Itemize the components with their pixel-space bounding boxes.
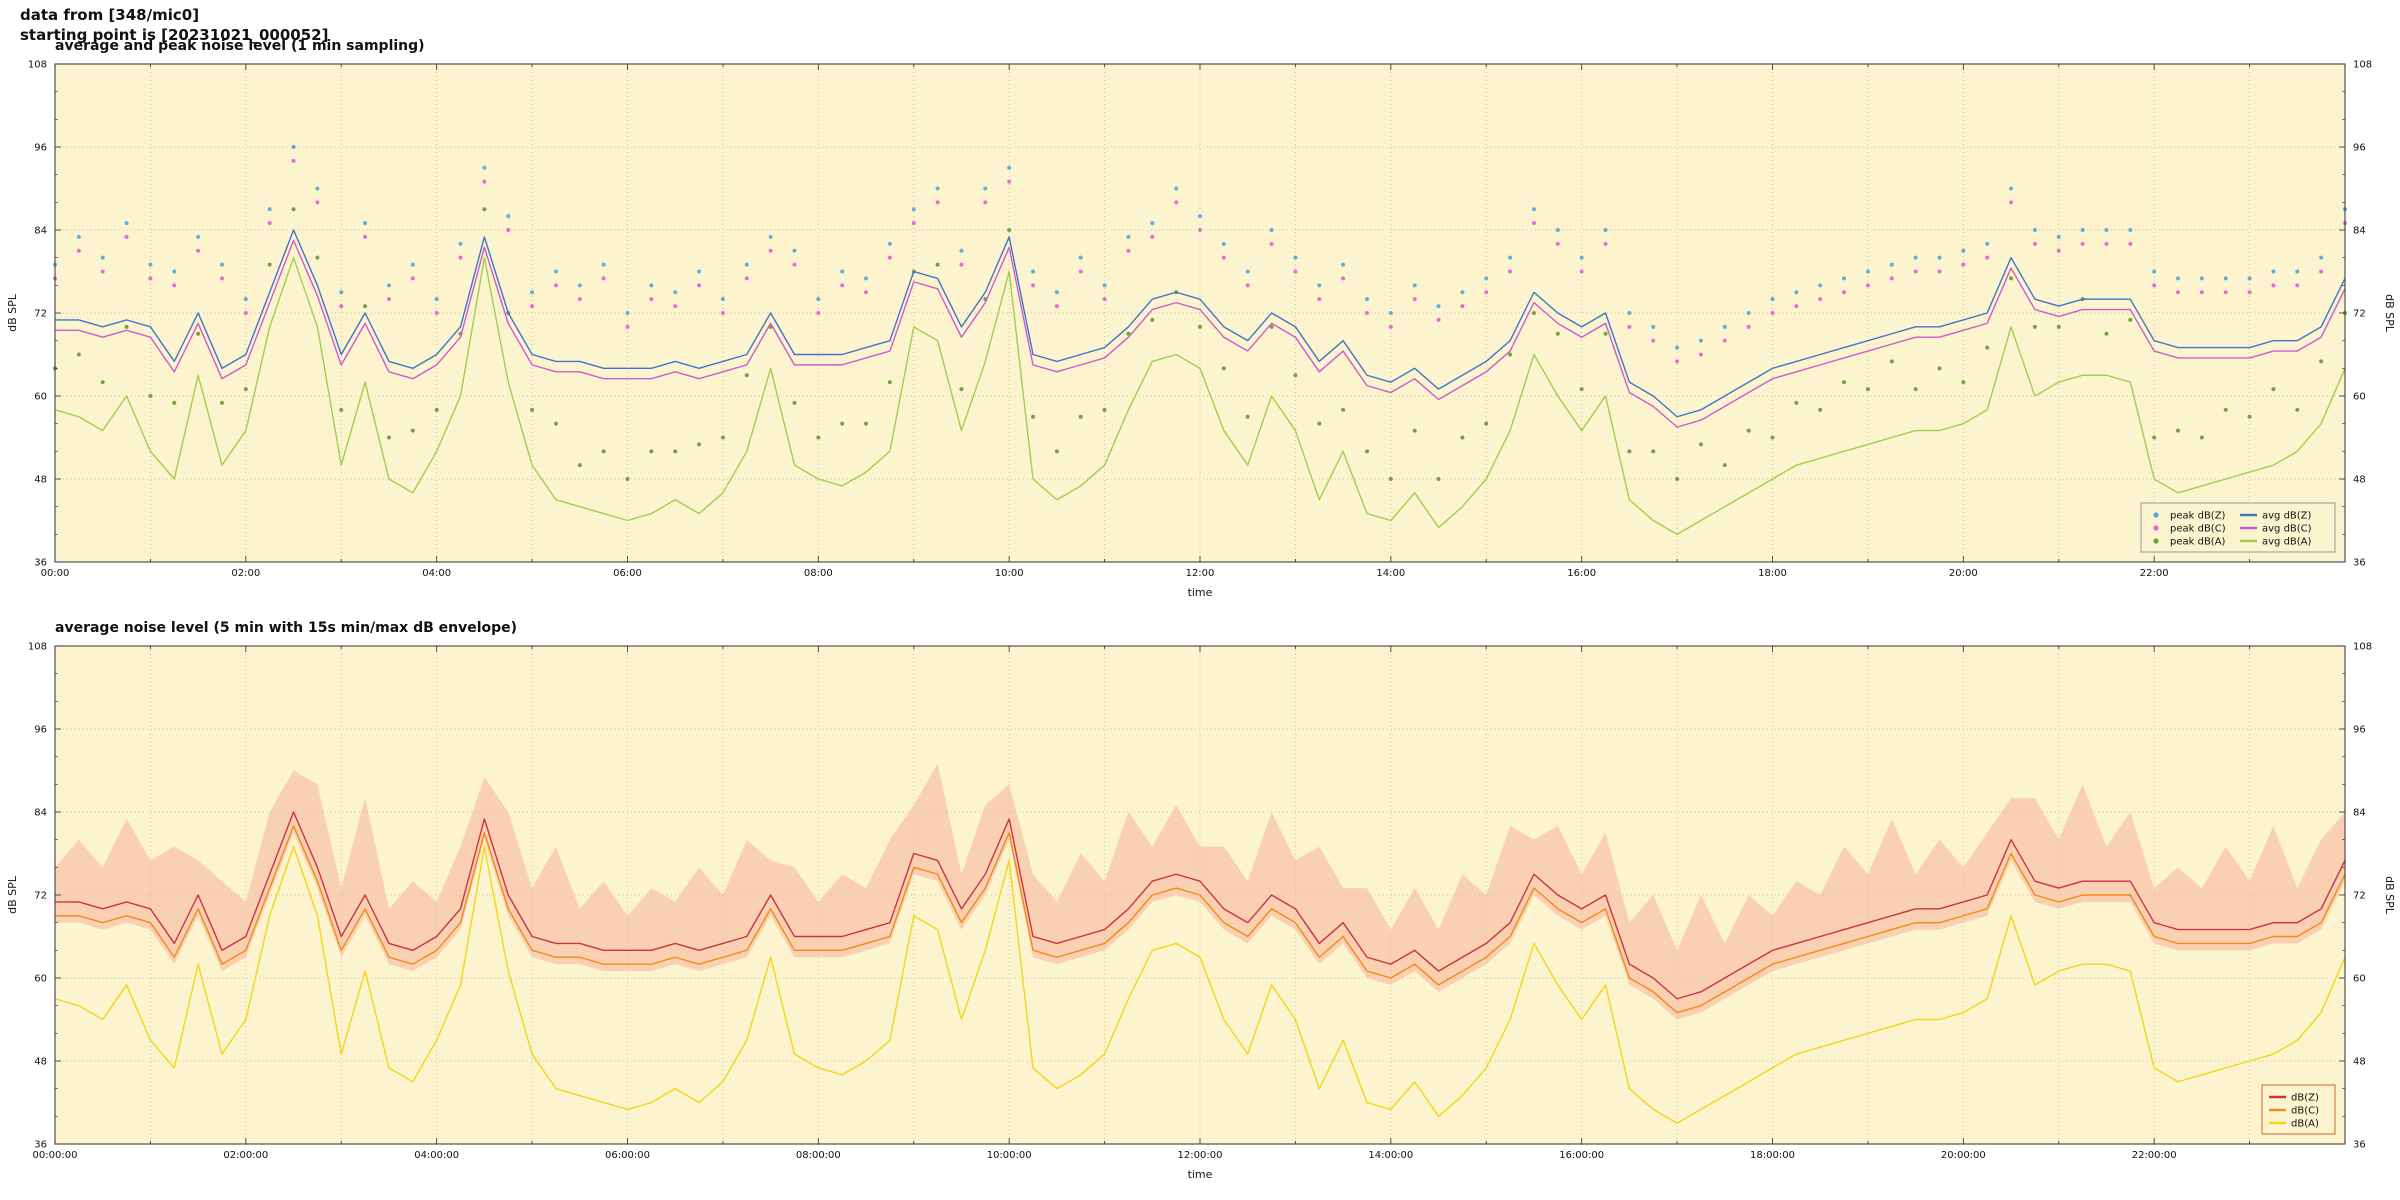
svg-text:16:00: 16:00: [1567, 568, 1596, 579]
minmax-envelope-band: [55, 763, 2345, 1020]
svg-text:08:00:00: 08:00:00: [796, 1150, 841, 1161]
series-db-z-: [55, 811, 2346, 1000]
svg-text:96: 96: [34, 725, 47, 736]
chart-title: average noise level (5 min with 15s min/…: [55, 620, 517, 636]
axis-tick-labels: 36 36 48 48 60 60 72 72 84 84 96 96 108 108 00:00:00 02…: [28, 642, 2372, 1162]
svg-text:48: 48: [2353, 1057, 2366, 1068]
svg-text:72: 72: [34, 891, 47, 902]
svg-text:60: 60: [34, 392, 47, 403]
x-axis-label: time: [1188, 1168, 1213, 1181]
legend: peak dB(Z) peak dB(C) peak dB(A) avg dB(Z) a…: [2140, 502, 2336, 553]
svg-text:60: 60: [2353, 392, 2366, 403]
svg-text:peak dB(A): peak dB(A): [2170, 537, 2226, 548]
chart-svg-0: 36 36 48 48 60 60 72 72 84 84 96 96 108 108 00:00 02:00…: [6, 38, 2396, 599]
svg-text:72: 72: [2353, 891, 2366, 902]
svg-text:00:00:00: 00:00:00: [33, 1150, 78, 1161]
series-avg-db-c-: [55, 239, 2346, 428]
svg-text:14:00:00: 14:00:00: [1368, 1150, 1413, 1161]
y-axis-label-right: dB SPL: [2383, 294, 2396, 333]
svg-text:20:00: 20:00: [1949, 568, 1978, 579]
series-db-c-: [55, 825, 2346, 1014]
svg-text:108: 108: [28, 642, 47, 653]
svg-text:20:00:00: 20:00:00: [1941, 1150, 1986, 1161]
header-line-1: data from [348/mic0]: [20, 6, 200, 24]
series-avg-db-a-: [54, 256, 2346, 536]
svg-text:36: 36: [2353, 558, 2366, 569]
svg-text:dB(C): dB(C): [2291, 1106, 2319, 1117]
svg-text:72: 72: [34, 309, 47, 320]
svg-text:84: 84: [34, 226, 47, 237]
y-axis-label-left: dB SPL: [6, 875, 19, 914]
y-axis-label-right: dB SPL: [2383, 876, 2396, 915]
svg-text:18:00:00: 18:00:00: [1750, 1150, 1795, 1161]
chart-average-noise-envelope: 36 36 48 48 60 60 72 72 84 84 96 96 108 108 00:00:00 02…: [0, 616, 2400, 1196]
chart-svg-1: 36 36 48 48 60 60 72 72 84 84 96 96 108 108 00:00:00 02…: [6, 620, 2396, 1181]
svg-text:avg dB(Z): avg dB(Z): [2262, 511, 2312, 522]
series-peak-db-c-: [53, 158, 2347, 364]
svg-text:36: 36: [34, 1140, 47, 1151]
svg-text:10:00: 10:00: [995, 568, 1024, 579]
svg-text:14:00: 14:00: [1376, 568, 1405, 579]
y-axis-label-left: dB SPL: [6, 293, 19, 332]
svg-text:84: 84: [2353, 226, 2366, 237]
svg-text:10:00:00: 10:00:00: [987, 1150, 1032, 1161]
series-db-a-: [54, 845, 2346, 1124]
svg-text:108: 108: [28, 60, 47, 71]
svg-text:12:00: 12:00: [1186, 568, 1215, 579]
svg-text:dB(Z): dB(Z): [2291, 1093, 2319, 1104]
header-line-2: starting point is [20231021_000052]: [20, 25, 329, 44]
svg-text:peak dB(Z): peak dB(Z): [2170, 511, 2226, 522]
svg-text:02:00:00: 02:00:00: [223, 1150, 268, 1161]
series-peak-db-a-: [53, 207, 2347, 481]
svg-text:18:00: 18:00: [1758, 568, 1787, 579]
svg-text:84: 84: [34, 808, 47, 819]
axis-tick-labels: 36 36 48 48 60 60 72 72 84 84 96 96 108 108 00:00 02:00…: [28, 60, 2372, 580]
svg-text:16:00:00: 16:00:00: [1559, 1150, 1604, 1161]
svg-text:peak dB(C): peak dB(C): [2170, 524, 2226, 535]
svg-text:08:00: 08:00: [804, 568, 833, 579]
svg-text:avg dB(C): avg dB(C): [2262, 524, 2312, 535]
series-avg-db-z-: [55, 229, 2346, 418]
svg-text:36: 36: [34, 558, 47, 569]
legend: dB(Z) dB(C) dB(A): [2261, 1084, 2336, 1135]
svg-text:00:00: 00:00: [41, 568, 70, 579]
svg-text:84: 84: [2353, 808, 2366, 819]
series-peak-db-z-: [53, 145, 2347, 350]
svg-text:dB(A): dB(A): [2291, 1119, 2319, 1130]
svg-text:48: 48: [34, 1057, 47, 1068]
axis-ticks: [54, 645, 2346, 1145]
svg-text:04:00:00: 04:00:00: [414, 1150, 459, 1161]
svg-text:22:00: 22:00: [2140, 568, 2169, 579]
svg-text:72: 72: [2353, 309, 2366, 320]
header: data from [348/mic0] starting point is […: [20, 6, 328, 45]
svg-text:60: 60: [2353, 974, 2366, 985]
svg-text:48: 48: [2353, 475, 2366, 486]
svg-text:36: 36: [2353, 1140, 2366, 1151]
axis-ticks: [54, 63, 2346, 563]
svg-text:12:00:00: 12:00:00: [1178, 1150, 1223, 1161]
svg-text:02:00: 02:00: [231, 568, 260, 579]
svg-text:avg dB(A): avg dB(A): [2262, 537, 2312, 548]
svg-text:06:00: 06:00: [613, 568, 642, 579]
svg-text:108: 108: [2353, 60, 2372, 71]
svg-text:06:00:00: 06:00:00: [605, 1150, 650, 1161]
svg-text:48: 48: [34, 475, 47, 486]
svg-text:96: 96: [34, 143, 47, 154]
svg-text:96: 96: [2353, 143, 2366, 154]
svg-text:22:00:00: 22:00:00: [2132, 1150, 2177, 1161]
svg-text:60: 60: [34, 974, 47, 985]
chart-average-and-peak-noise: 36 36 48 48 60 60 72 72 84 84 96 96 108 108 00:00 02:00…: [0, 34, 2400, 614]
svg-text:96: 96: [2353, 725, 2366, 736]
chart-title: average and peak noise level (1 min samp…: [55, 38, 425, 54]
x-axis-label: time: [1188, 586, 1213, 599]
svg-text:04:00: 04:00: [422, 568, 451, 579]
svg-text:108: 108: [2353, 642, 2372, 653]
